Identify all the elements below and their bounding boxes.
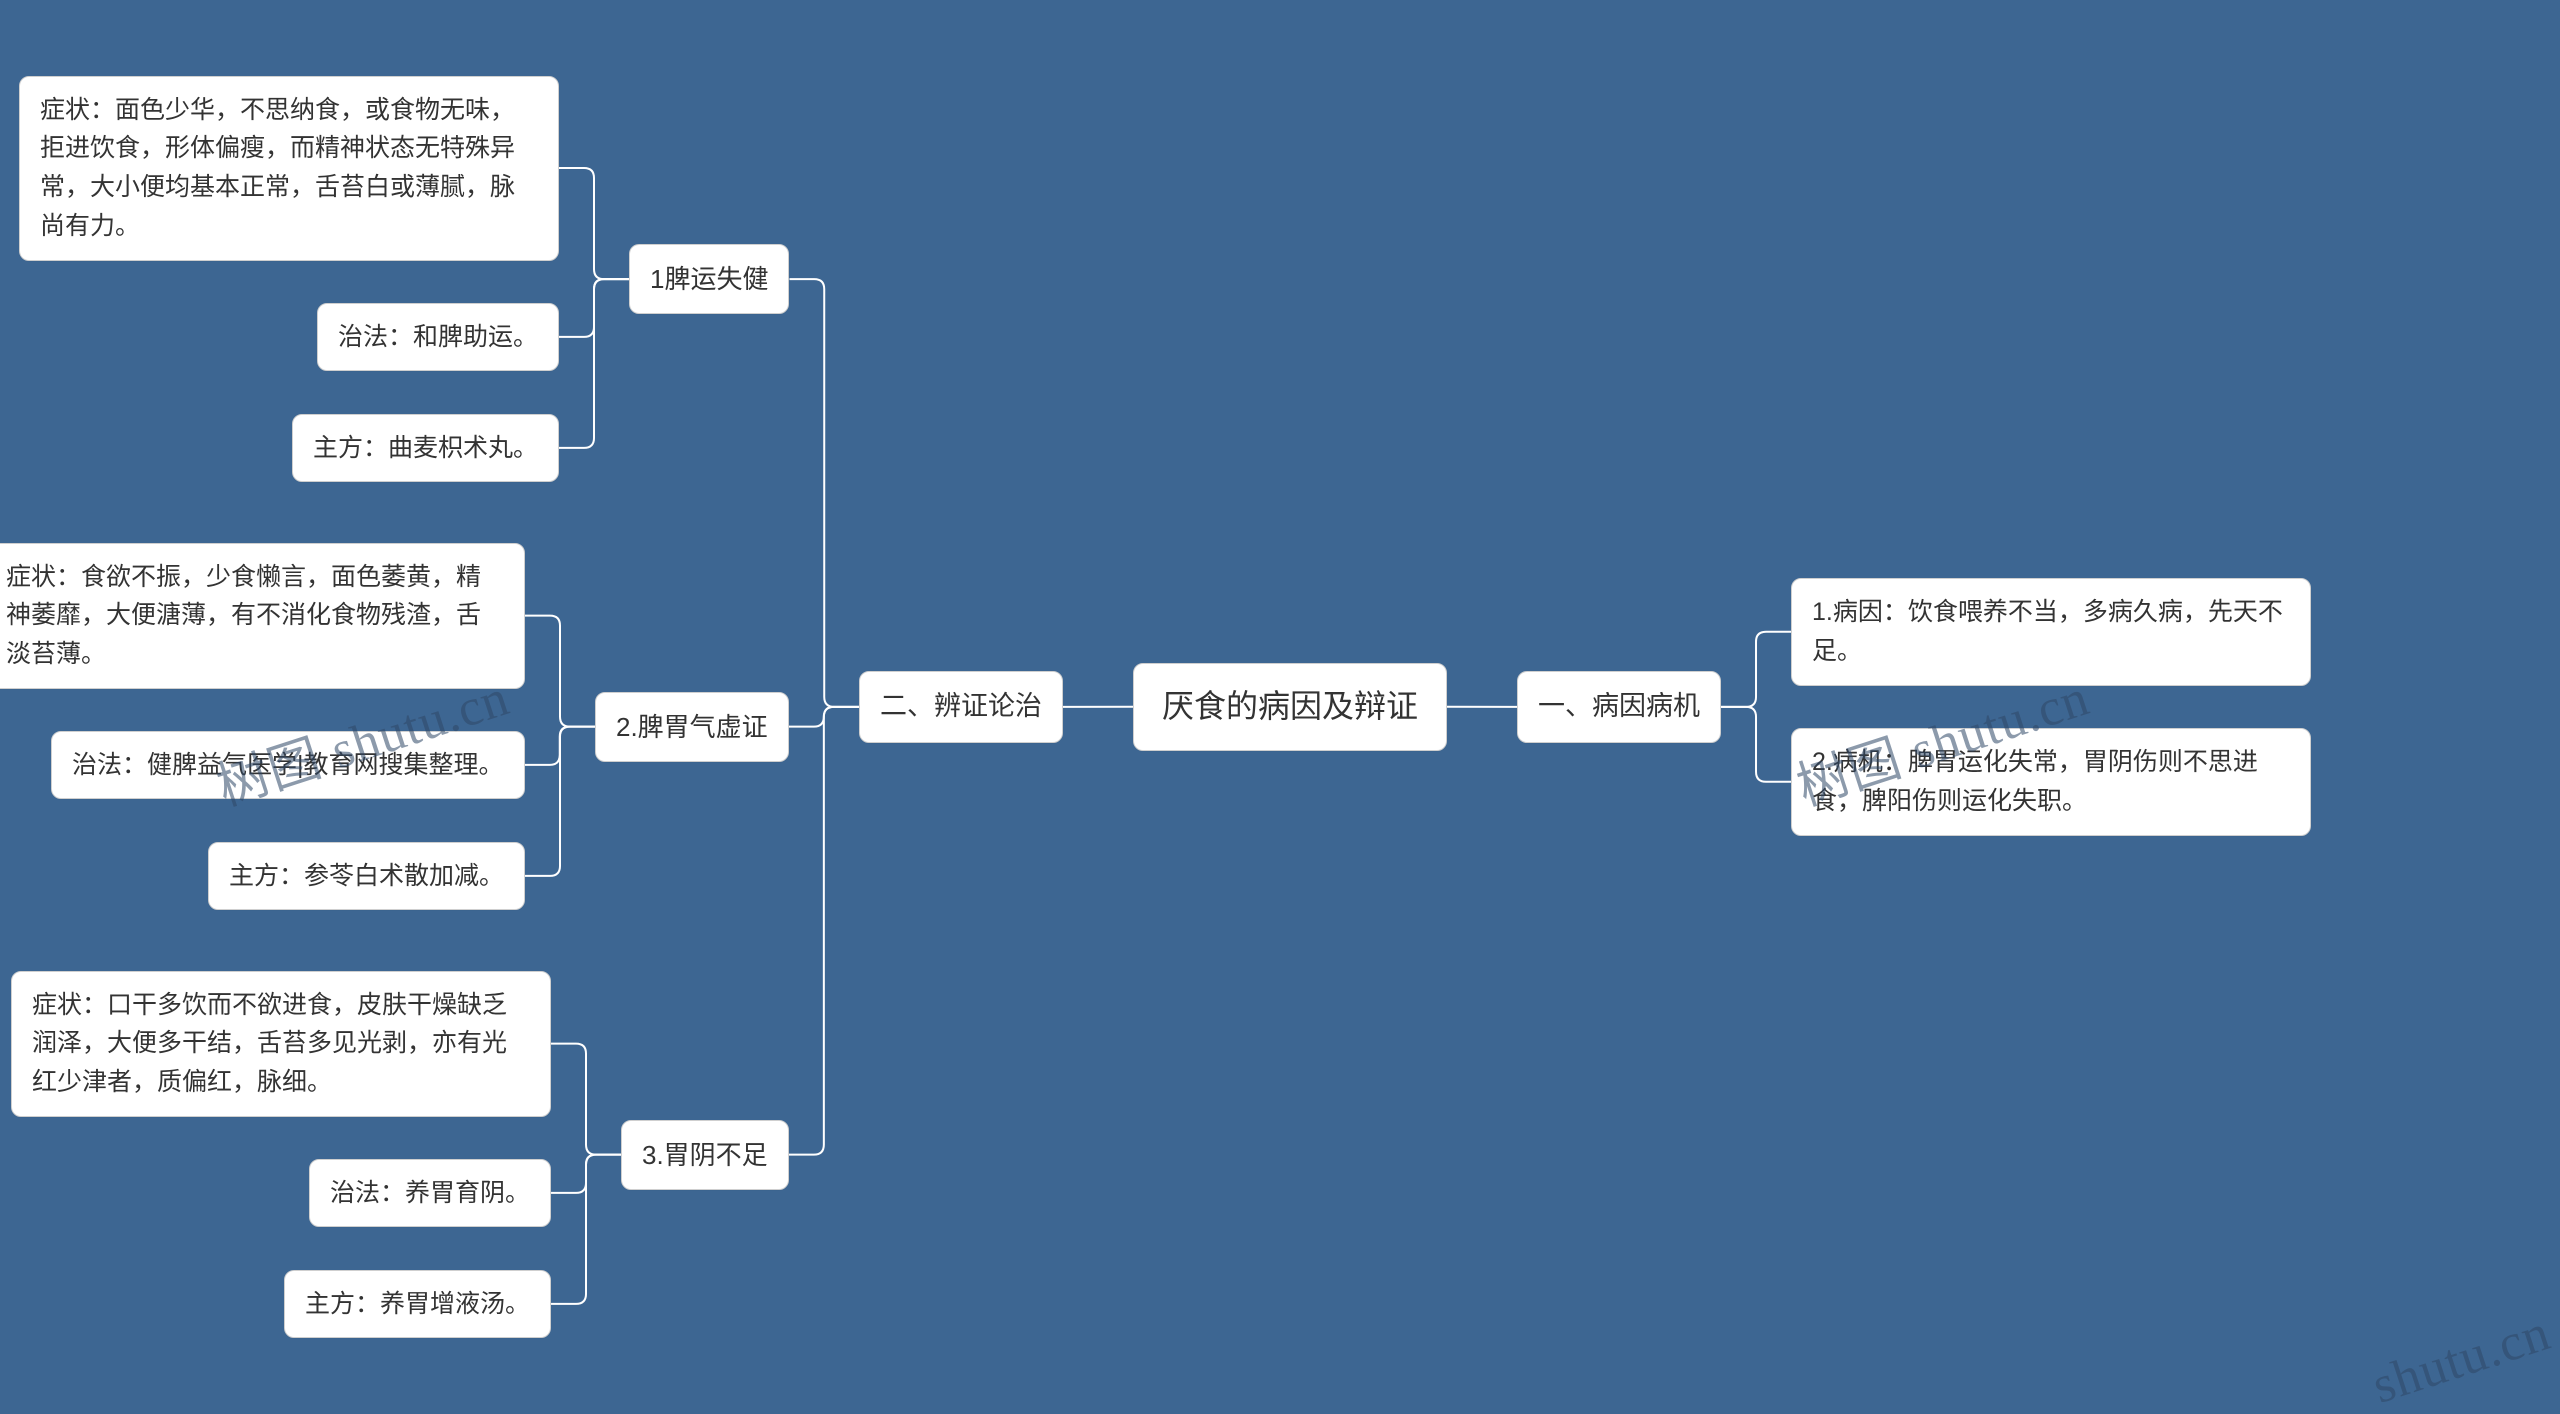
leaf-text: 治法：养胃育阴。 <box>330 1179 530 1207</box>
leaf-text: 治法：和脾助运。 <box>338 323 538 351</box>
pattern-1: 1脾运失健 <box>629 244 789 314</box>
leaf-text: 症状：面色少华，不思纳食，或食物无味，拒进饮食，形体偏瘦，而精神状态无特殊异常，… <box>40 96 515 240</box>
leaf-text: 1.病因：饮食喂养不当，多病久病，先天不足。 <box>1812 598 2283 665</box>
leaf-mechanism: 2.病机：脾胃运化失常，胃阴伤则不思进食，脾阳伤则运化失职。 <box>1791 728 2311 836</box>
pattern-label: 3.胃阴不足 <box>642 1140 768 1170</box>
leaf-text: 症状：口干多饮而不欲进食，皮肤干燥缺乏润泽，大便多干结，舌苔多见光剥，亦有光红少… <box>32 991 507 1097</box>
leaf-symptom: 症状：食欲不振，少食懒言，面色萎黄，精神萎靡，大便溏薄，有不消化食物残渣，舌淡苔… <box>0 543 525 689</box>
leaf-cause: 1.病因：饮食喂养不当，多病久病，先天不足。 <box>1791 578 2311 686</box>
leaf-text: 主方：参苓白术散加减。 <box>229 862 504 890</box>
leaf-treatment: 治法：健脾益气医学|教育网搜集整理。 <box>51 731 525 800</box>
pattern-label: 2.脾胃气虚证 <box>616 712 768 742</box>
leaf-text: 2.病机：脾胃运化失常，胃阴伤则不思进食，脾阳伤则运化失职。 <box>1812 748 2258 815</box>
root-node: 厌食的病因及辩证 <box>1133 663 1447 751</box>
leaf-text: 症状：食欲不振，少食懒言，面色萎黄，精神萎靡，大便溏薄，有不消化食物残渣，舌淡苔… <box>6 563 481 669</box>
watermark: shutu.cn <box>2365 1303 2557 1414</box>
pattern-label: 1脾运失健 <box>650 264 768 294</box>
leaf-formula: 主方：养胃增液汤。 <box>284 1270 551 1339</box>
leaf-symptom: 症状：面色少华，不思纳食，或食物无味，拒进饮食，形体偏瘦，而精神状态无特殊异常，… <box>19 76 559 261</box>
pattern-3: 3.胃阴不足 <box>621 1120 789 1190</box>
leaf-symptom: 症状：口干多饮而不欲进食，皮肤干燥缺乏润泽，大便多干结，舌苔多见光剥，亦有光红少… <box>11 971 551 1117</box>
leaf-text: 主方：养胃增液汤。 <box>305 1290 530 1318</box>
branch-right: 一、病因病机 <box>1517 671 1721 743</box>
branch-left: 二、辨证论治 <box>859 671 1063 743</box>
leaf-text: 主方：曲麦枳术丸。 <box>313 434 538 462</box>
leaf-text: 治法：健脾益气医学|教育网搜集整理。 <box>72 751 504 779</box>
branch-left-label: 二、辨证论治 <box>880 691 1042 721</box>
leaf-treatment: 治法：养胃育阴。 <box>309 1159 551 1228</box>
branch-right-label: 一、病因病机 <box>1538 691 1700 721</box>
leaf-treatment: 治法：和脾助运。 <box>317 303 559 372</box>
leaf-formula: 主方：曲麦枳术丸。 <box>292 414 559 483</box>
leaf-formula: 主方：参苓白术散加减。 <box>208 842 525 911</box>
pattern-2: 2.脾胃气虚证 <box>595 692 789 762</box>
root-label: 厌食的病因及辩证 <box>1162 688 1418 724</box>
